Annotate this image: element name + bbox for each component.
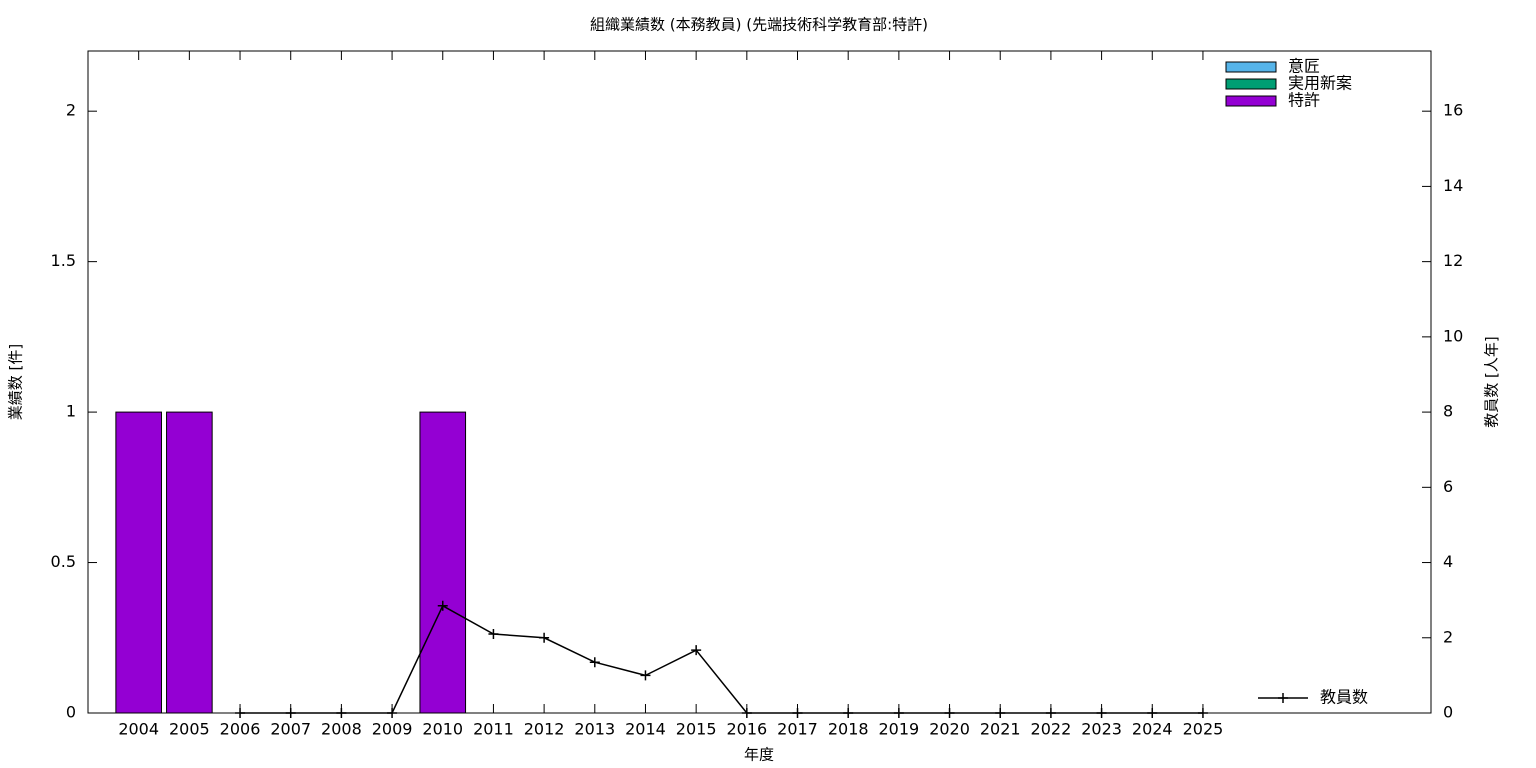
x-tick-label: 2011 <box>473 720 514 739</box>
y2-tick-label: 8 <box>1443 402 1453 421</box>
legend-point <box>1278 693 1288 703</box>
legend-label: 特許 <box>1288 91 1320 110</box>
point <box>1147 708 1158 718</box>
y2-tick-label: 12 <box>1443 251 1463 270</box>
y2-tick-label: 4 <box>1443 552 1453 571</box>
x-tick-label: 2014 <box>625 720 666 739</box>
x-tick-label: 2010 <box>422 720 463 739</box>
point <box>589 657 600 668</box>
point <box>539 632 550 643</box>
y2-tick-label: 6 <box>1443 477 1453 496</box>
point <box>691 645 702 656</box>
x-tick-label: 2025 <box>1183 720 1224 739</box>
point <box>843 708 854 718</box>
x-tick-label: 2015 <box>676 720 717 739</box>
point <box>1197 708 1208 718</box>
legend-swatch <box>1225 78 1277 90</box>
point <box>488 629 499 640</box>
x-tick-label: 2008 <box>321 720 362 739</box>
point <box>1045 708 1056 718</box>
y-tick-label: 1.5 <box>51 251 76 270</box>
y2-tick-label: 10 <box>1443 326 1463 345</box>
legend-label: 実用新案 <box>1288 74 1352 93</box>
y2-tick-label: 2 <box>1443 627 1453 646</box>
x-tick-label: 2005 <box>169 720 210 739</box>
y2-axis-label: 教員数 [人年] <box>1483 336 1501 427</box>
bar <box>166 411 213 714</box>
point <box>1096 708 1107 718</box>
point <box>944 708 955 718</box>
bar <box>115 411 162 714</box>
point <box>437 600 448 611</box>
x-tick-label: 2024 <box>1132 720 1173 739</box>
point <box>792 708 803 718</box>
x-tick-label: 2013 <box>574 720 615 739</box>
line <box>240 604 1203 714</box>
point <box>893 708 904 718</box>
y-tick-label: 0 <box>66 703 76 722</box>
legend-swatch <box>1225 61 1277 73</box>
chart-title: 組織業績数 (本務教員) (先端技術科学教育部:特許) <box>590 16 928 34</box>
x-tick-label: 2018 <box>828 720 869 739</box>
legend-label: 意匠 <box>1288 57 1320 76</box>
point <box>235 708 246 718</box>
legend-swatch <box>1225 95 1277 107</box>
x-tick-label: 2020 <box>929 720 970 739</box>
y-tick-label: 0.5 <box>51 552 76 571</box>
x-tick-label: 2004 <box>118 720 159 739</box>
x-tick-label: 2009 <box>372 720 413 739</box>
point <box>285 708 296 718</box>
y2-tick-label: 16 <box>1443 101 1463 120</box>
x-tick-label: 2007 <box>270 720 311 739</box>
y-tick-label: 1 <box>66 402 76 421</box>
x-tick-label: 2023 <box>1081 720 1122 739</box>
x-tick-label: 2019 <box>879 720 920 739</box>
y2-tick-label: 0 <box>1443 703 1453 722</box>
point <box>741 708 752 718</box>
x-tick-label: 2017 <box>777 720 818 739</box>
x-tick-label: 2012 <box>524 720 565 739</box>
x-axis-label: 年度 <box>744 746 774 764</box>
x-tick-label: 2016 <box>726 720 767 739</box>
legend-label: 教員数 <box>1320 688 1368 707</box>
x-tick-label: 2021 <box>980 720 1021 739</box>
point <box>336 708 347 718</box>
y-tick-label: 2 <box>66 101 76 120</box>
y2-tick-label: 14 <box>1443 176 1463 195</box>
point <box>640 670 651 681</box>
bar <box>419 411 467 714</box>
x-tick-label: 2006 <box>220 720 261 739</box>
point <box>387 708 398 718</box>
y-axis-label: 業績数 [件] <box>7 344 25 420</box>
x-tick-label: 2022 <box>1031 720 1072 739</box>
point <box>995 708 1006 718</box>
